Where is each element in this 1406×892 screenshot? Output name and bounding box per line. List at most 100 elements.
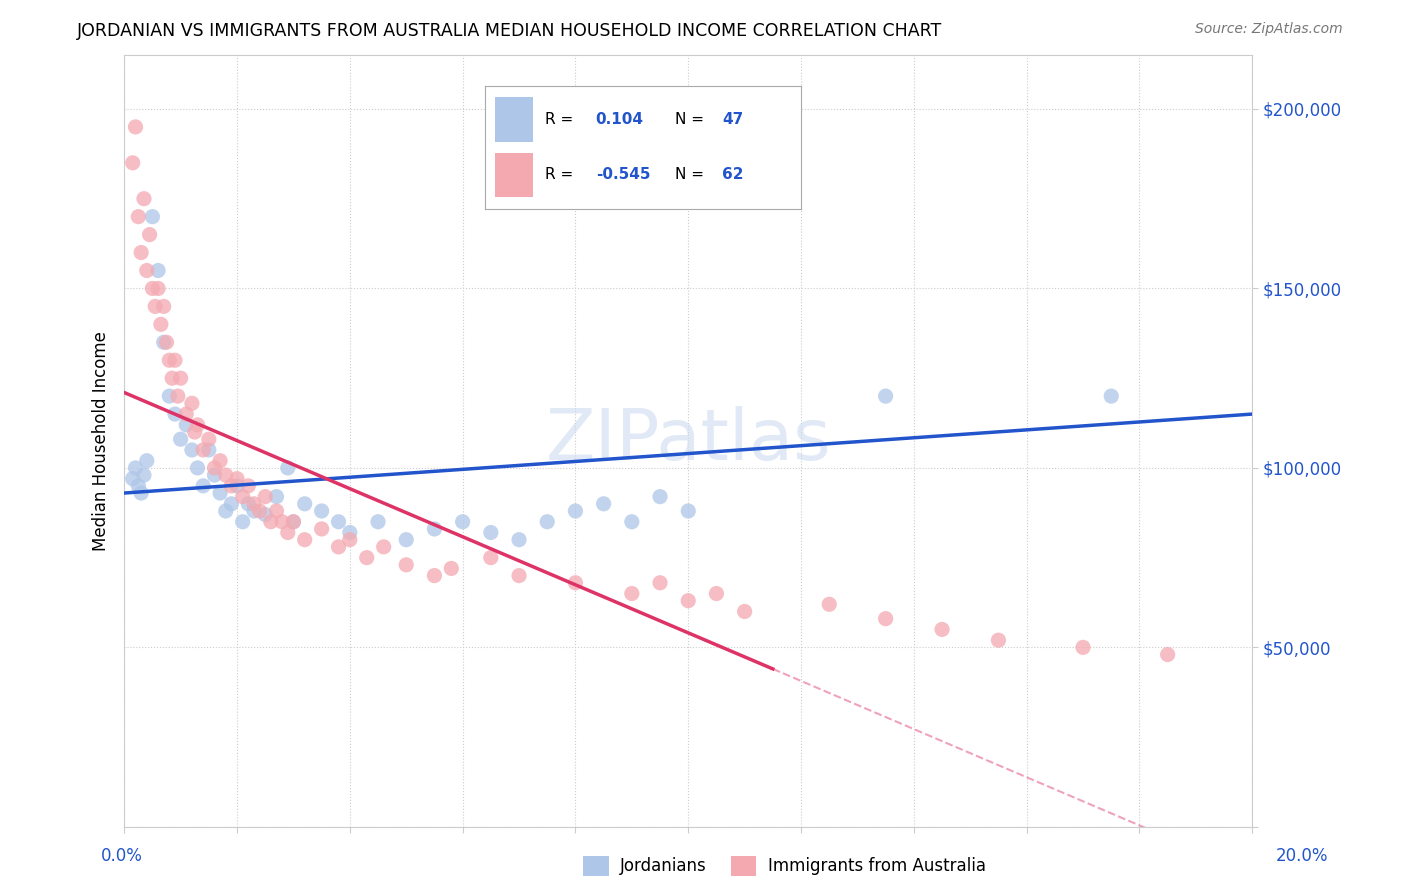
Point (124, 120, 146, 134)
Point (238, 479, 260, 493)
Point (283, 515, 305, 529)
Point (238, 497, 260, 511)
Point (311, 504, 333, 518)
Point (135, 454, 157, 468)
Point (356, 550, 378, 565)
Point (592, 497, 614, 511)
Point (221, 497, 243, 511)
Point (294, 497, 316, 511)
Point (249, 504, 271, 518)
Point (183, 425, 205, 439)
Point (132, 468, 155, 483)
Point (266, 504, 288, 518)
Y-axis label: Median Household Income: Median Household Income (93, 331, 110, 551)
Point (1071, 640, 1094, 655)
Point (423, 568, 446, 582)
Point (620, 586, 643, 600)
Point (479, 550, 502, 565)
Point (180, 442, 202, 457)
Point (451, 515, 474, 529)
Point (127, 210, 149, 224)
Point (328, 540, 350, 554)
Point (155, 335, 177, 350)
Point (1099, 389, 1122, 403)
Text: Immigrants from Australia: Immigrants from Australia (768, 857, 986, 875)
Point (232, 490, 254, 504)
Point (648, 575, 671, 590)
Point (129, 486, 152, 500)
Point (186, 461, 208, 475)
Text: Source: ZipAtlas.com: Source: ZipAtlas.com (1195, 22, 1343, 37)
Point (215, 504, 238, 518)
Point (138, 227, 160, 242)
Point (186, 417, 208, 432)
Point (149, 318, 172, 332)
Point (734, 605, 756, 619)
Point (204, 468, 226, 483)
Point (193, 479, 215, 493)
Point (395, 533, 418, 547)
Point (141, 281, 163, 295)
Point (328, 515, 350, 529)
Point (564, 575, 586, 590)
Point (373, 540, 395, 554)
Point (169, 371, 191, 385)
Point (166, 389, 188, 403)
Point (294, 533, 316, 547)
Point (209, 486, 232, 500)
Point (135, 263, 157, 277)
Point (143, 299, 166, 313)
Point (232, 515, 254, 529)
Point (152, 335, 174, 350)
Point (132, 192, 155, 206)
Point (283, 515, 305, 529)
Point (479, 525, 502, 540)
Point (395, 558, 418, 572)
Point (157, 389, 180, 403)
Point (277, 461, 299, 475)
Point (215, 468, 238, 483)
Point (676, 593, 699, 607)
Point (193, 442, 215, 457)
Point (440, 561, 463, 575)
Point (277, 525, 299, 540)
Point (818, 597, 841, 611)
Point (367, 515, 389, 529)
Text: JORDANIAN VS IMMIGRANTS FROM AUSTRALIA MEDIAN HOUSEHOLD INCOME CORRELATION CHART: JORDANIAN VS IMMIGRANTS FROM AUSTRALIA M… (77, 22, 942, 40)
Point (198, 432, 221, 446)
Point (564, 504, 586, 518)
Text: 0.0%: 0.0% (101, 847, 143, 864)
Point (243, 497, 266, 511)
Point (648, 490, 671, 504)
Point (987, 633, 1010, 648)
Point (1156, 648, 1178, 662)
Point (676, 504, 699, 518)
Point (146, 281, 169, 295)
Point (152, 299, 174, 313)
Text: ZIPatlas: ZIPatlas (546, 407, 831, 475)
Point (157, 353, 180, 368)
Point (209, 454, 232, 468)
Point (160, 371, 183, 385)
Point (339, 533, 361, 547)
Point (931, 623, 953, 637)
Point (226, 479, 249, 493)
Point (271, 515, 294, 529)
Point (243, 504, 266, 518)
Point (127, 479, 149, 493)
Point (706, 586, 728, 600)
Point (508, 533, 530, 547)
Text: 20.0%: 20.0% (1277, 847, 1329, 864)
Point (204, 461, 226, 475)
Point (260, 515, 283, 529)
Point (508, 568, 530, 582)
Point (311, 522, 333, 536)
Point (266, 490, 288, 504)
Point (254, 508, 277, 522)
Point (174, 407, 197, 421)
Point (146, 263, 169, 277)
Point (174, 417, 197, 432)
Point (620, 515, 643, 529)
Text: Jordanians: Jordanians (620, 857, 707, 875)
Point (221, 479, 243, 493)
